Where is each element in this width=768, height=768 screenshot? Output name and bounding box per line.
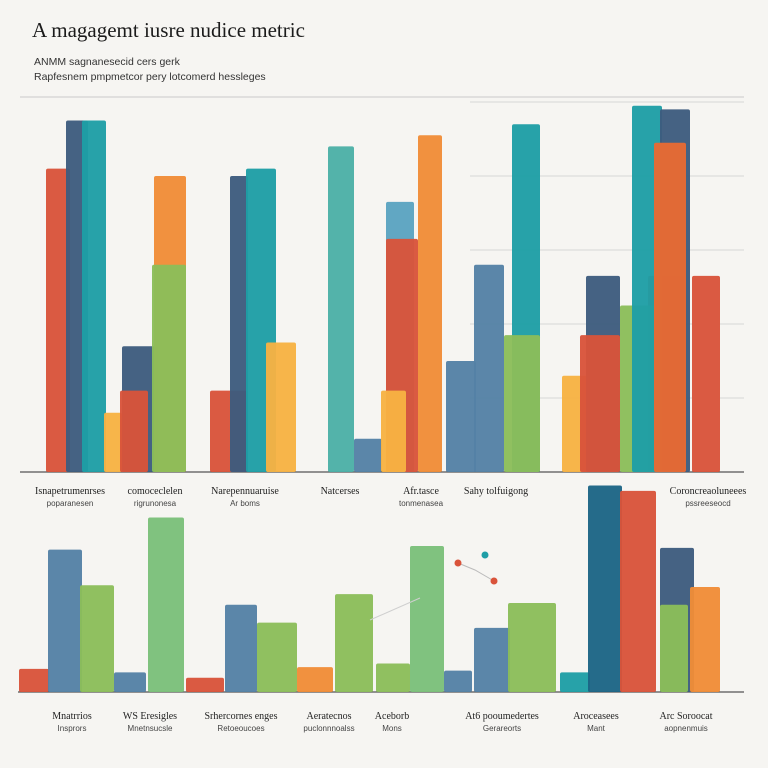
category-sublabel: Gerareorts [483,724,521,733]
bar-top-17 [381,390,406,472]
category-sublabel: rigrunonesa [134,499,177,508]
category-label: Coroncreaoluneees [670,486,747,497]
bar-top-9 [230,176,248,472]
bar-top-2 [82,120,106,472]
category-label: Srhercornes enges [204,711,277,722]
category-label: Isnapetrumenrses [35,486,105,497]
category-sublabel: Mant [587,724,606,733]
bar-bottom-14 [508,603,556,692]
annotation-marker [490,577,498,585]
bar-bottom-1 [48,549,82,692]
category-label: Sahy tolfuigong [464,486,528,497]
bar-bottom-12 [444,670,472,692]
bar-bottom-6 [225,604,257,692]
bar-bottom-7 [257,622,297,692]
annotation-connector [457,562,495,582]
category-sublabel: pssreeseocd [685,499,730,508]
category-label: WS Eresigles [123,711,177,722]
bar-bottom-17 [620,490,656,692]
bar-bottom-3 [114,672,146,692]
category-label: Afr.tasce [403,486,439,497]
bar-top-5 [120,390,148,472]
category-sublabel: tonmenasea [399,499,444,508]
bar-top-0 [46,168,70,472]
bar-top-24 [580,335,620,472]
category-label: Aceborb [375,711,409,722]
category-sublabel: Mons [382,724,402,733]
category-label: Aroceasees [573,711,619,722]
bar-top-3 [104,412,122,472]
category-sublabel: Mnetnsucsle [128,724,173,733]
chart-subtitle-2: Rapfesnem pmpmetcor pery lotcomerd hessl… [34,71,266,83]
bar-top-29 [692,275,720,472]
chart-title: A magagemt iusre nudice metric [32,18,305,42]
category-sublabel: puclonnnoalss [303,724,354,733]
bar-bottom-9 [335,594,373,692]
bar-bottom-16 [588,485,622,692]
category-sublabel: poparanesen [47,499,94,508]
category-label: Aeratecnos [307,711,352,722]
bar-bottom-11 [410,546,444,692]
bar-top-11 [266,342,296,472]
category-sublabel: Ar boms [230,499,260,508]
bar-top-13 [354,438,382,472]
bar-bottom-19 [660,604,688,692]
bar-top-19 [474,264,504,472]
bar-top-21 [504,335,540,472]
bar-bottom-5 [186,677,224,692]
bar-bottom-15 [560,672,590,692]
bar-top-18 [446,361,476,472]
bar-bottom-20 [690,586,720,692]
category-label: comoceclelen [128,486,183,497]
bar-bottom-4 [148,517,184,692]
category-label: Narepennuaruise [211,486,279,497]
category-sublabel: Insprors [58,724,87,733]
bar-bottom-10 [376,663,410,692]
bar-bottom-8 [297,667,333,692]
bar-top-12 [328,146,354,472]
category-label: Arc Soroocat [659,711,712,722]
bar-bottom-2 [80,585,114,692]
annotation-marker [481,551,489,559]
bar-top-7 [152,264,186,472]
annotation-marker [454,559,462,567]
bar-bottom-0 [19,668,49,692]
category-label: Mnatrrios [52,711,92,722]
annotation-guide [369,597,421,621]
category-sublabel: Retoeoucoes [217,724,264,733]
bar-top-16 [418,135,442,473]
category-label: At6 pooumedertes [465,711,539,722]
category-sublabel: aopnenmuis [664,724,708,733]
category-label: Natcerses [321,486,360,497]
bar-bottom-13 [474,627,510,692]
bar-top-30 [654,142,686,472]
chart-subtitle-1: ANMM sagnanesecid cers gerk [34,56,180,68]
